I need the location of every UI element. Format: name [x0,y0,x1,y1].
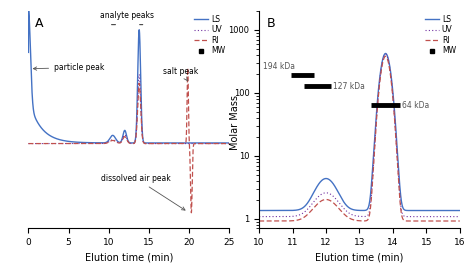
Text: particle peak: particle peak [33,63,104,72]
Legend: LS, UV, RI, MW: LS, UV, RI, MW [425,15,456,55]
Text: 64 kDa: 64 kDa [402,100,429,110]
Text: dissolved air peak: dissolved air peak [100,174,185,210]
X-axis label: Elution time (min): Elution time (min) [84,253,173,263]
Text: A: A [35,17,43,30]
Text: analyte peaks: analyte peaks [100,11,154,20]
X-axis label: Elution time (min): Elution time (min) [315,253,404,263]
Text: B: B [267,17,276,30]
Text: 127 kDa: 127 kDa [333,82,365,91]
Legend: LS, UV, RI, MW: LS, UV, RI, MW [194,15,225,55]
Text: salt peak: salt peak [163,67,199,81]
Text: Molar Mass: Molar Mass [229,95,240,150]
Text: 194 kDa: 194 kDa [263,62,295,71]
